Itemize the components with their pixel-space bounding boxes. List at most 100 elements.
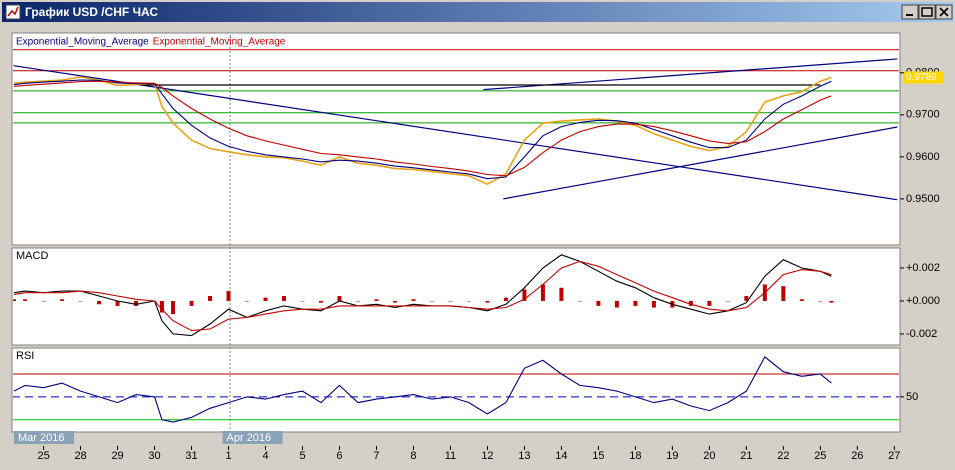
series-line — [13, 254, 832, 337]
histogram-bar — [799, 299, 804, 301]
histogram-bar — [503, 297, 508, 301]
y-tick-label: 0.9500 — [906, 193, 940, 205]
period-label: Apr 2016 — [227, 432, 272, 444]
histogram-bar — [355, 300, 360, 302]
x-tick-label: 27 — [888, 450, 900, 462]
x-tick-label: 6 — [336, 450, 342, 462]
title-bar — [2, 2, 953, 22]
price-panel — [11, 32, 901, 246]
histogram-bar — [282, 296, 287, 301]
histogram-bar — [78, 300, 83, 302]
x-tick-label: 29 — [111, 450, 123, 462]
histogram-bar — [159, 300, 164, 313]
x-tick-label: 30 — [148, 450, 160, 462]
histogram-bar — [577, 300, 582, 302]
histogram-bar — [23, 299, 28, 301]
histogram-bar — [208, 296, 213, 301]
histogram-bar — [134, 300, 139, 306]
histogram-bar — [559, 287, 564, 301]
histogram-bar — [337, 296, 342, 301]
histogram-bar — [707, 300, 712, 306]
histogram-bar — [818, 300, 823, 302]
series-line — [13, 260, 832, 332]
histogram-bar — [829, 300, 834, 303]
last-price-box — [904, 71, 944, 84]
period-label-box — [222, 431, 283, 444]
x-tick-label: 12 — [481, 450, 493, 462]
histogram-bar — [725, 300, 730, 302]
histogram-bar — [429, 300, 434, 302]
histogram-bar — [245, 300, 250, 302]
histogram-bar — [60, 299, 65, 301]
legend-entry: Exponential_Moving_Average — [16, 37, 149, 48]
panel-title: MACD — [16, 250, 48, 262]
histogram-bar — [171, 300, 176, 315]
window-icon-glyph — [7, 6, 19, 17]
x-tick-label: 20 — [703, 450, 715, 462]
close-button[interactable] — [935, 4, 953, 20]
y-tick-label: -0.002 — [906, 328, 937, 340]
histogram-bar — [226, 291, 231, 301]
x-tick-label: 8 — [410, 450, 416, 462]
histogram-bar — [392, 300, 397, 303]
histogram-bar — [614, 300, 619, 308]
histogram-bar — [781, 286, 786, 301]
x-tick-label: 19 — [666, 450, 678, 462]
histogram-bar — [651, 300, 656, 308]
y-tick-label: +0.000 — [906, 295, 940, 307]
period-label-box — [14, 431, 74, 444]
plot-area — [13, 356, 899, 423]
period-label: Mar 2016 — [18, 432, 64, 444]
x-tick-label: 18 — [629, 450, 641, 462]
histogram-bar — [540, 284, 545, 301]
x-tick-label: 26 — [851, 450, 863, 462]
x-tick-label: 21 — [740, 450, 752, 462]
histogram-bar — [189, 300, 194, 306]
histogram-bar — [115, 300, 120, 306]
histogram-bar — [300, 300, 305, 302]
window-title: График USD /CHF ЧАС — [25, 5, 158, 19]
x-tick-label: 15 — [592, 450, 604, 462]
histogram-bar — [13, 299, 16, 301]
histogram-bar — [448, 300, 453, 302]
x-tick-label: 13 — [518, 450, 530, 462]
histogram-bar — [485, 300, 490, 303]
histogram-bar — [633, 300, 638, 306]
x-tick-label: 11 — [445, 450, 456, 462]
histogram-bar — [596, 300, 601, 306]
trend-line — [13, 65, 898, 201]
histogram-bar — [522, 289, 527, 301]
histogram-bar — [374, 299, 379, 301]
histogram-bar — [41, 300, 46, 302]
x-tick-label: 1 — [225, 450, 231, 462]
x-tick-label: 28 — [74, 450, 86, 462]
histogram-bar — [744, 296, 749, 301]
last-price-label: 0.9789 — [906, 72, 937, 83]
histogram-bar — [318, 300, 323, 303]
rsi-panel — [11, 347, 901, 433]
histogram-bar — [97, 300, 102, 305]
x-tick-label: 31 — [185, 450, 197, 462]
x-tick-label: 22 — [777, 450, 789, 462]
plot-area — [13, 49, 899, 201]
plot-area — [13, 254, 834, 337]
minimize-button[interactable] — [901, 4, 919, 20]
histogram-bar — [263, 297, 268, 301]
legend-entry: Exponential_Moving_Average — [153, 37, 286, 48]
histogram-bar — [688, 300, 693, 306]
y-tick-label: 0.9600 — [906, 151, 940, 163]
maximize-button[interactable] — [918, 4, 936, 20]
histogram-bar — [466, 300, 471, 302]
y-tick-label: +0.002 — [906, 262, 940, 274]
series-line — [13, 80, 832, 177]
macd-panel — [11, 247, 901, 346]
x-tick-label: 7 — [373, 450, 379, 462]
x-tick-label: 5 — [299, 450, 305, 462]
x-tick-label: 25 — [814, 450, 826, 462]
y-tick-label: 0.9700 — [906, 109, 940, 121]
x-tick-label: 25 — [37, 450, 49, 462]
series-line — [13, 356, 832, 423]
panel-title: RSI — [16, 350, 34, 362]
trend-line — [503, 126, 898, 200]
